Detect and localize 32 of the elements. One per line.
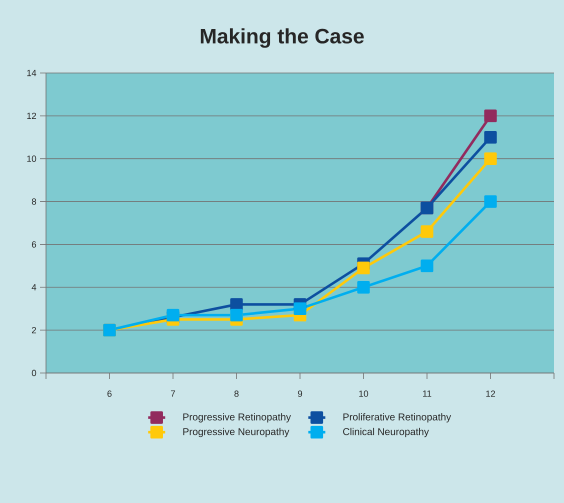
point (484, 110, 497, 122)
point (230, 298, 243, 311)
point (166, 308, 180, 322)
y-tick-label: 4 (32, 284, 36, 290)
point (484, 195, 497, 208)
x-tick-label: 11 (423, 390, 432, 397)
x-tick-label: 9 (298, 390, 302, 397)
point (484, 130, 497, 144)
x-tick-label: 8 (234, 390, 239, 397)
legend-label: Proliferative Retinopathy (343, 413, 452, 422)
point (484, 152, 497, 165)
chart-title: Making the Case (200, 28, 364, 48)
legend-label: Progressive Neuropathy (183, 428, 290, 438)
y-tick-label: 2 (32, 326, 36, 334)
point (420, 260, 434, 272)
legend-label: Progressive Retinopathy (183, 413, 291, 422)
x-tick-label: 12 (486, 390, 496, 397)
x-tick-label: 10 (359, 390, 368, 397)
x-tick-label: 7 (170, 390, 176, 397)
point (294, 302, 306, 315)
point (357, 262, 370, 274)
y-tick-label: 14 (27, 70, 36, 76)
legend-label: Clinical Neuropathy (343, 428, 429, 438)
point (420, 225, 434, 238)
y-tick-label: 8 (32, 198, 36, 205)
point (357, 280, 370, 294)
y-tick-label: 6 (32, 241, 36, 248)
y-tick-label: 0 (32, 370, 36, 376)
point (230, 308, 243, 322)
y-tick-label: 12 (27, 112, 36, 119)
x-tick-label: 6 (107, 390, 112, 397)
y-tick-label: 10 (27, 156, 36, 162)
